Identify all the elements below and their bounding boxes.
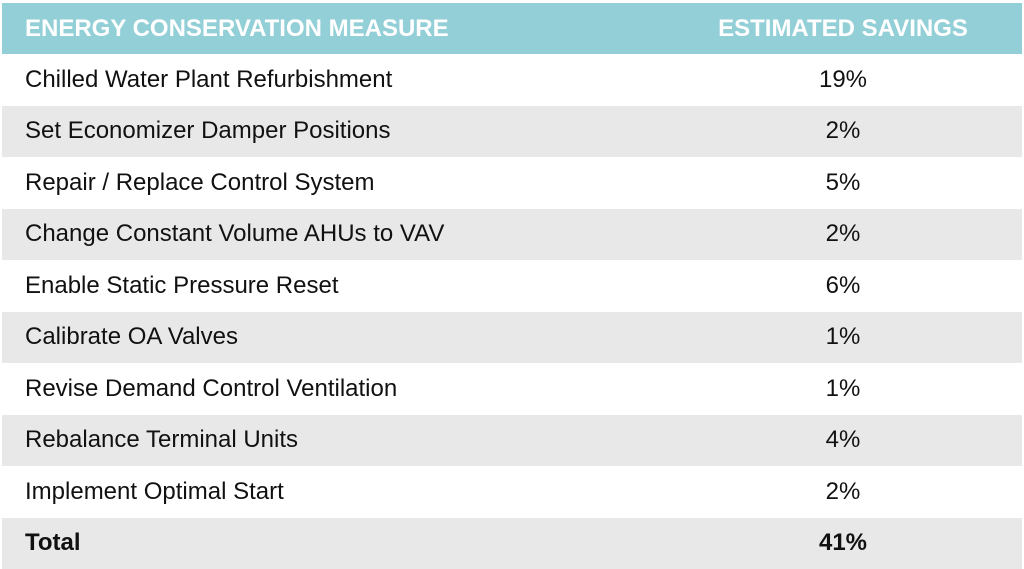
savings-cell: 4% — [825, 426, 861, 454]
table-row: Implement Optimal Start 2% — [2, 466, 1022, 518]
table-row: Calibrate OA Valves 1% — [2, 311, 1022, 363]
table-row: Revise Demand Control Ventilation 1% — [2, 363, 1022, 415]
measure-cell: Change Constant Volume AHUs to VAV — [25, 220, 445, 248]
savings-cell: 2% — [825, 477, 861, 505]
header-measure: ENERGY CONSERVATION MEASURE — [25, 14, 449, 42]
savings-cell: 19% — [818, 65, 868, 93]
table-header-row: ENERGY CONSERVATION MEASURE ESTIMATED SA… — [2, 3, 1022, 54]
table-row: Set Economizer Damper Positions 2% — [2, 105, 1022, 157]
table-row: Change Constant Volume AHUs to VAV 2% — [2, 208, 1022, 260]
measure-cell: Chilled Water Plant Refurbishment — [25, 65, 393, 93]
measure-cell: Revise Demand Control Ventilation — [25, 374, 398, 402]
savings-cell: 2% — [825, 117, 861, 145]
savings-table: ENERGY CONSERVATION MEASURE ESTIMATED SA… — [2, 3, 1022, 569]
measure-cell: Enable Static Pressure Reset — [25, 271, 339, 299]
measure-cell: Implement Optimal Start — [25, 477, 284, 505]
total-label: Total — [25, 529, 81, 557]
measure-cell: Repair / Replace Control System — [25, 168, 375, 196]
table-row: Chilled Water Plant Refurbishment 19% — [2, 54, 1022, 106]
savings-cell: 6% — [825, 271, 861, 299]
total-value: 41% — [818, 529, 868, 557]
savings-cell: 1% — [825, 323, 861, 351]
savings-cell: 2% — [825, 220, 861, 248]
savings-cell: 1% — [825, 374, 861, 402]
table-row: Rebalance Terminal Units 4% — [2, 414, 1022, 466]
measure-cell: Rebalance Terminal Units — [25, 426, 299, 454]
table-row: Repair / Replace Control System 5% — [2, 157, 1022, 209]
savings-cell: 5% — [825, 168, 861, 196]
measure-cell: Calibrate OA Valves — [25, 323, 238, 351]
measure-cell: Set Economizer Damper Positions — [25, 117, 391, 145]
total-row: Total 41% — [2, 517, 1022, 569]
header-savings: ESTIMATED SAVINGS — [718, 14, 968, 42]
table-row: Enable Static Pressure Reset 6% — [2, 260, 1022, 312]
